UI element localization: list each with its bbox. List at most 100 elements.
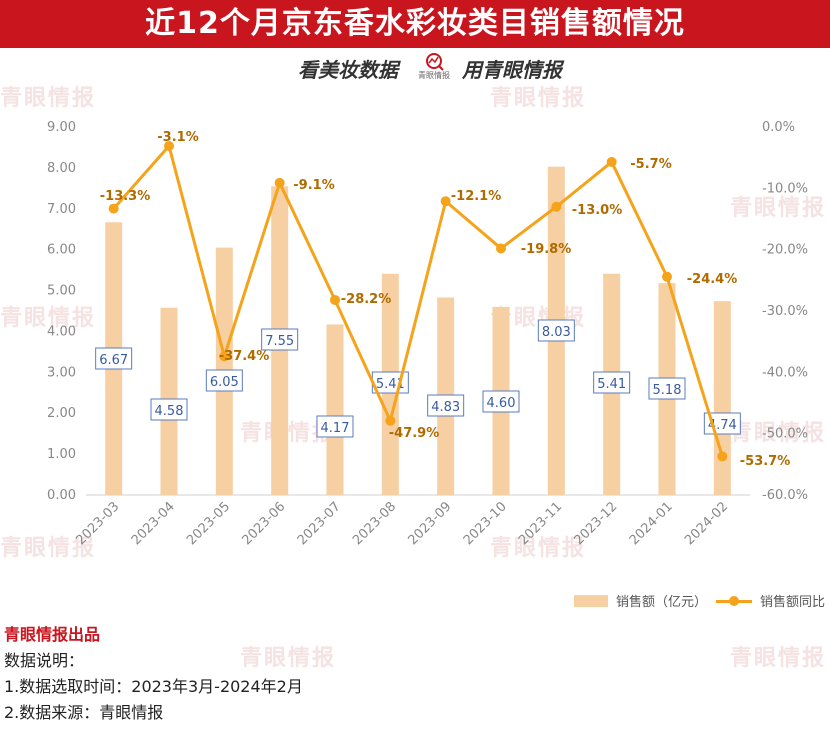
watermark-text: 青眼情报: [490, 536, 587, 561]
bar-value-label: 6.67: [99, 353, 128, 368]
bar-value-label: 4.17: [321, 421, 350, 436]
y-left-tick-label: 7.00: [47, 202, 76, 217]
x-tick-label: 2023-12: [571, 499, 620, 548]
chart-title: 近12个月京东香水彩妆类目销售额情况: [0, 0, 830, 48]
y-left-tick-label: 0.00: [47, 488, 76, 503]
watermark-text: 青眼情报: [490, 86, 587, 111]
legend-line-swatch: [716, 595, 752, 607]
bar-label-box: [150, 398, 188, 421]
watermark-text: 青眼情报: [730, 421, 827, 446]
yoy-point: [330, 294, 340, 305]
legend-bar-entry: 销售额（亿元）: [574, 591, 707, 610]
yoy-value-label: -47.9%: [389, 426, 440, 441]
watermark-text: 青眼情报: [0, 536, 97, 561]
y-left-tick-label: 5.00: [47, 284, 76, 299]
footer-line-1: 数据说明：: [4, 651, 85, 670]
y-right-tick-label: -10.0%: [762, 181, 808, 196]
yoy-value-label: -19.8%: [521, 242, 572, 257]
bar-label-box: [537, 319, 575, 342]
yoy-value-label: -13.0%: [572, 203, 623, 218]
bar-label-box: [95, 347, 133, 370]
bar-value-label: 5.18: [653, 383, 682, 398]
bar-value-label: 6.05: [210, 375, 239, 390]
yoy-point: [662, 271, 672, 282]
bar-label-box: [482, 390, 520, 413]
yoy-value-label: -28.2%: [341, 292, 392, 307]
bar-label-box: [205, 369, 243, 392]
x-tick-label: 2023-11: [516, 499, 565, 548]
legend-line-label: 销售额同比: [760, 595, 826, 610]
bar-value-label: 5.41: [597, 377, 626, 392]
yoy-value-label: -37.4%: [219, 349, 270, 364]
x-tick-label: 2024-01: [627, 499, 676, 548]
x-tick-label: 2023-07: [295, 499, 344, 548]
y-left-tick-label: 2.00: [47, 406, 76, 421]
footer-brand: 青眼情报出品: [4, 625, 101, 644]
y-left-tick-label: 4.00: [47, 324, 76, 339]
y-right-tick-label: 0.0%: [762, 120, 795, 135]
x-tick-label: 2023-09: [405, 499, 454, 548]
watermark-text: 青眼情报: [0, 306, 97, 331]
watermark-text: 青眼情报: [240, 646, 337, 671]
footer-line-2: 1.数据选取时间：2023年3月-2024年2月: [4, 677, 303, 696]
bar-label-box: [261, 328, 299, 351]
y-right-tick-label: -20.0%: [762, 243, 808, 258]
combo-chart: 0.00 1.00 2.00 3.00 4.00 5.00 6.00 7.00 8.00 9.00…: [47, 120, 808, 548]
bar-label-box: [648, 377, 686, 400]
qingyan-logo-icon: 青眼情报: [414, 52, 454, 82]
yoy-value-label: -12.1%: [451, 189, 502, 204]
yoy-point: [385, 415, 396, 426]
yoy-line: [112, 144, 724, 457]
footer-line-3: 2.数据来源：青眼情报: [4, 703, 164, 722]
bar: [713, 301, 731, 495]
x-tick-label: 2023-05: [184, 499, 233, 548]
x-tick-label: 2023-10: [461, 499, 510, 548]
y-left-tick-label: 8.00: [47, 161, 76, 176]
y-right-tick-label: -40.0%: [762, 365, 808, 380]
subtitle-right: 用青眼情报: [462, 58, 562, 82]
y-right-tick-label: -50.0%: [762, 427, 808, 442]
y-left-tick-label: 3.00: [47, 365, 76, 380]
x-tick-label: 2023-04: [129, 499, 178, 548]
yoy-point: [108, 203, 119, 214]
yoy-point: [274, 177, 285, 188]
bar-label-box: [427, 394, 465, 417]
watermark-text: 青眼情报: [730, 196, 827, 221]
x-tick-label: 2024-02: [682, 499, 731, 548]
bar-value-label: 7.55: [265, 334, 294, 349]
legend-bar-label: 销售额（亿元）: [616, 595, 708, 610]
subtitle-bar: 看美妆数据 青眼情报 用青眼情报: [0, 50, 830, 86]
bar: [326, 324, 344, 495]
yoy-value-label: -24.4%: [687, 272, 738, 287]
yoy-point: [606, 156, 617, 167]
yoy-value-label: -3.1%: [157, 130, 198, 145]
legend-bar-swatch: [574, 594, 608, 607]
yoy-value-label: -53.7%: [740, 454, 791, 469]
yoy-value-label: -9.1%: [293, 178, 334, 193]
yoy-point: [164, 141, 174, 152]
legend-line-entry: 销售额同比: [716, 591, 825, 610]
bar-label-box: [316, 415, 354, 438]
bar-value-label: 4.60: [487, 396, 516, 411]
yoy-point: [551, 201, 562, 212]
footer-notes: 青眼情报出品 数据说明： 1.数据选取时间：2023年3月-2024年2月 2.…: [4, 622, 303, 726]
watermark-text: 青眼情报: [0, 86, 97, 111]
bar-label-box: [593, 371, 631, 394]
yoy-point: [219, 351, 230, 362]
yoy-value-label: -5.7%: [630, 157, 671, 172]
y-left-tick-label: 1.00: [47, 447, 76, 462]
x-tick-label: 2023-06: [239, 499, 288, 548]
y-left-tick-label: 9.00: [47, 120, 76, 135]
bar-value-label: 4.58: [155, 404, 184, 419]
yoy-point: [440, 196, 451, 207]
subtitle-left: 看美妆数据: [298, 58, 398, 82]
y-right-tick-label: -60.0%: [762, 488, 808, 503]
x-tick-label: 2023-08: [350, 499, 399, 548]
logo-text: 青眼情报: [418, 71, 450, 80]
y-left-tick-label: 6.00: [47, 243, 76, 258]
yoy-point: [717, 451, 728, 462]
yoy-point: [496, 243, 506, 254]
bar-value-label: 8.03: [542, 325, 571, 340]
y-right-tick-label: -30.0%: [762, 304, 808, 319]
yoy-value-label: -13.3%: [100, 189, 151, 204]
